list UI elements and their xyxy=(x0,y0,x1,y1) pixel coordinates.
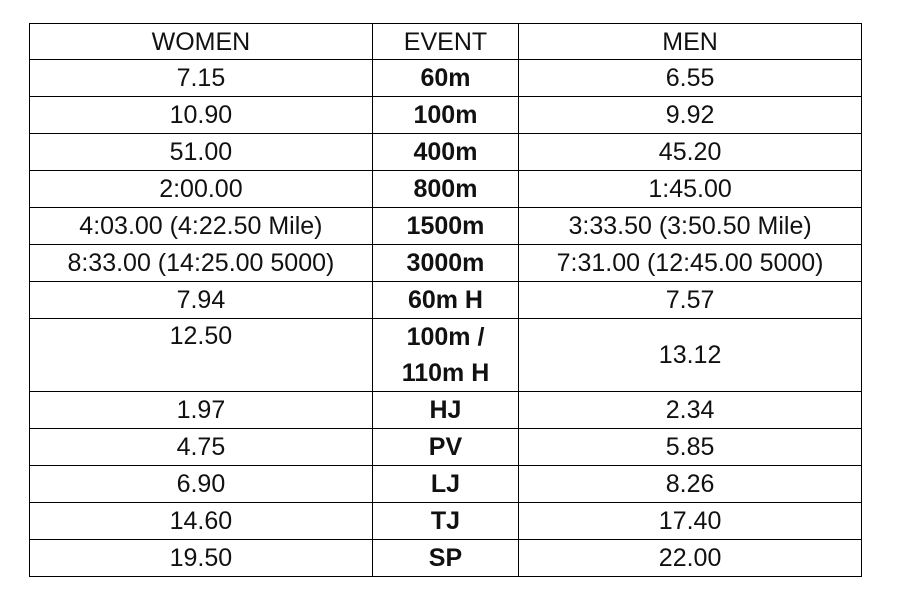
event-cell: 60m xyxy=(371,59,520,97)
women-cell: 10.90 xyxy=(29,96,373,134)
women-cell: 4:03.00 (4:22.50 Mile) xyxy=(29,207,373,245)
header-row: WOMEN EVENT MEN xyxy=(29,23,862,60)
men-cell: 1:45.00 xyxy=(518,170,862,208)
men-cell: 7:31.00 (12:45.00 5000) xyxy=(518,244,862,282)
women-cell: 7.94 xyxy=(29,281,373,319)
event-cell: 3000m xyxy=(371,244,520,282)
women-cell: 12.50 xyxy=(29,318,373,392)
event-cell: 1500m xyxy=(371,207,520,245)
women-cell: 8:33.00 (14:25.00 5000) xyxy=(29,244,373,282)
men-cell: 5.85 xyxy=(518,428,862,466)
men-cell: 9.92 xyxy=(518,96,862,134)
row: 19.50 SP 22.00 xyxy=(29,539,862,577)
women-cell: 19.50 xyxy=(29,539,373,577)
men-cell: 22.00 xyxy=(518,539,862,577)
row: 4.75 PV 5.85 xyxy=(29,428,862,466)
women-cell: 51.00 xyxy=(29,133,373,171)
women-cell: 7.15 xyxy=(29,59,373,97)
row: 6.90 LJ 8.26 xyxy=(29,465,862,503)
women-cell: 14.60 xyxy=(29,502,373,540)
event-cell: HJ xyxy=(371,391,520,429)
standards-table: WOMEN EVENT MEN 7.15 60m 6.55 10.90 100m 9.92 51.… xyxy=(29,23,862,577)
row: 1.97 HJ 2.34 xyxy=(29,391,862,429)
row: 8:33.00 (14:25.00 5000) 3000m 7:31.00 (12:… xyxy=(29,244,862,282)
row: 51.00 400m 45.20 xyxy=(29,133,862,171)
row: 12.50 100m / 110m H 13.12 xyxy=(29,318,862,392)
row: 10.90 100m 9.92 xyxy=(29,96,862,134)
men-cell: 2.34 xyxy=(518,391,862,429)
women-cell: 4.75 xyxy=(29,428,373,466)
header-cell: WOMEN xyxy=(29,23,373,60)
event-cell: LJ xyxy=(371,465,520,503)
row: 7.15 60m 6.55 xyxy=(29,59,862,97)
header-cell: MEN xyxy=(518,23,862,60)
women-cell: 2:00.00 xyxy=(29,170,373,208)
men-cell: 8.26 xyxy=(518,465,862,503)
men-cell: 3:33.50 (3:50.50 Mile) xyxy=(518,207,862,245)
men-cell: 7.57 xyxy=(518,281,862,319)
event-cell: TJ xyxy=(371,502,520,540)
row: 2:00.00 800m 1:45.00 xyxy=(29,170,862,208)
men-cell: 6.55 xyxy=(518,59,862,97)
women-cell: 6.90 xyxy=(29,465,373,503)
event-cell: 100m / 110m H xyxy=(371,318,520,392)
event-cell: 800m xyxy=(371,170,520,208)
row: 4:03.00 (4:22.50 Mile) 1500m 3:33.50 (3:50… xyxy=(29,207,862,245)
event-cell: 100m xyxy=(371,96,520,134)
men-cell: 13.12 xyxy=(518,318,862,392)
event-cell: 60m H xyxy=(371,281,520,319)
event-cell: SP xyxy=(371,539,520,577)
header-cell: EVENT xyxy=(371,23,520,60)
row: 7.94 60m H 7.57 xyxy=(29,281,862,319)
event-cell: PV xyxy=(371,428,520,466)
event-cell: 400m xyxy=(371,133,520,171)
women-cell: 1.97 xyxy=(29,391,373,429)
men-cell: 17.40 xyxy=(518,502,862,540)
row: 14.60 TJ 17.40 xyxy=(29,502,862,540)
men-cell: 45.20 xyxy=(518,133,862,171)
